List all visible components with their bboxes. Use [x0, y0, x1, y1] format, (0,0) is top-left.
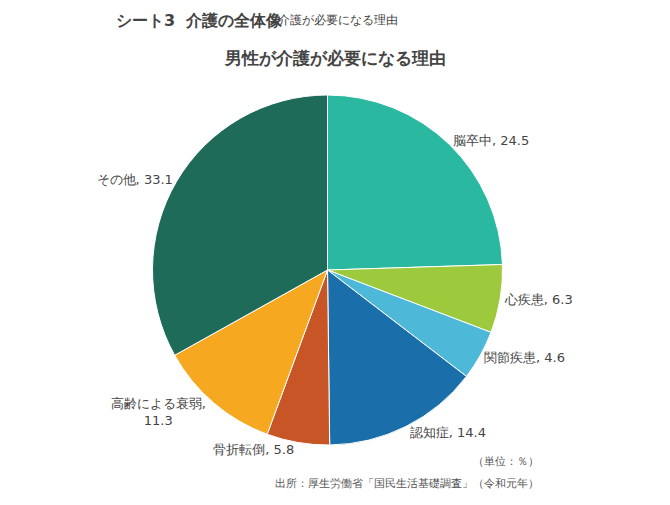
svg-text:心疾患, 6.3: 心疾患, 6.3	[504, 292, 573, 307]
svg-text:男性が介護が必要になる理由: 男性が介護が必要になる理由	[224, 48, 446, 68]
svg-text:認知症, 14.4: 認知症, 14.4	[410, 425, 486, 440]
svg-text:脳卒中, 24.5: 脳卒中, 24.5	[453, 133, 529, 148]
svg-text:関節疾患, 4.6: 関節疾患, 4.6	[484, 350, 565, 365]
svg-text:介護が必要になる理由: 介護が必要になる理由	[278, 13, 398, 27]
svg-text:高齢による衰弱,11.3: 高齢による衰弱,11.3	[111, 396, 206, 428]
svg-text:骨折転倒, 5.8: 骨折転倒, 5.8	[213, 442, 294, 457]
svg-text:その他, 33.1: その他, 33.1	[97, 172, 173, 187]
svg-text:出所：厚生労働省「国民生活基礎調査」（令和元年）: 出所：厚生労働省「国民生活基礎調査」（令和元年）	[275, 477, 539, 490]
svg-text:シート3 介護の全体像: シート3 介護の全体像	[116, 11, 283, 30]
svg-text:（単位：％）: （単位：％）	[473, 455, 539, 468]
